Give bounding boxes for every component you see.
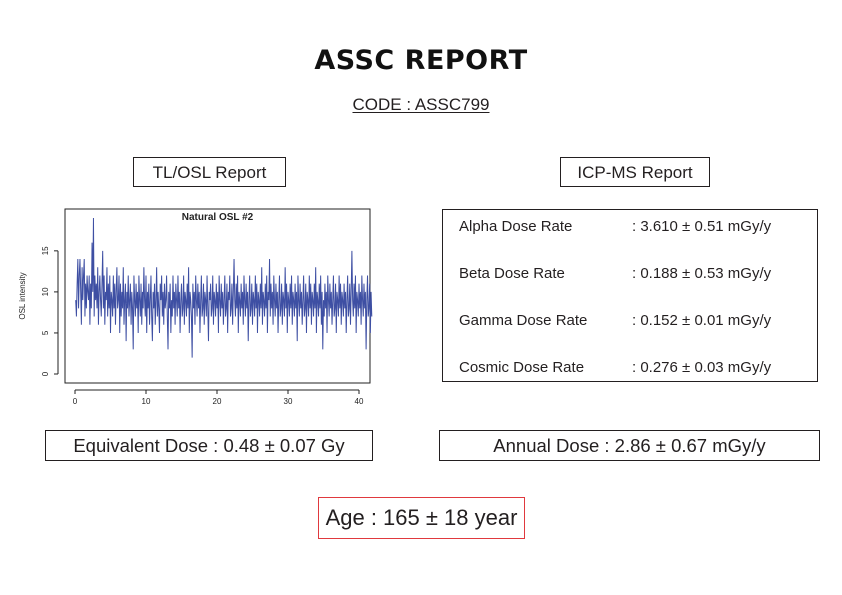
cosmic-dose-row: Cosmic Dose Rate : 0.276 ± 0.03 mGy/y — [443, 356, 817, 380]
y-tick-label: 15 — [41, 246, 50, 255]
osl-series-line — [75, 217, 373, 358]
beta-dose-row: Beta Dose Rate : 0.188 ± 0.53 mGy/y — [443, 262, 817, 286]
dose-rate-table: Alpha Dose Rate : 3.610 ± 0.51 mGy/y Bet… — [442, 209, 818, 382]
x-tick-label: 10 — [142, 397, 151, 406]
alpha-dose-row: Alpha Dose Rate : 3.610 ± 0.51 mGy/y — [443, 215, 817, 239]
y-tick-label: 10 — [41, 287, 50, 296]
equivalent-dose-box: Equivalent Dose : 0.48 ± 0.07 Gy — [45, 430, 373, 461]
gamma-dose-value: : 0.152 ± 0.01 mGy/y — [632, 312, 772, 329]
beta-dose-label: Beta Dose Rate — [459, 265, 565, 282]
gamma-dose-label: Gamma Dose Rate — [459, 312, 588, 329]
x-tick-label: 30 — [284, 397, 293, 406]
y-axis-label: OSL intensity — [18, 272, 27, 319]
annual-dose-box: Annual Dose : 2.86 ± 0.67 mGy/y — [439, 430, 820, 461]
x-tick-label: 0 — [73, 397, 78, 406]
alpha-dose-label: Alpha Dose Rate — [459, 218, 573, 235]
y-tick-label: 0 — [41, 371, 50, 376]
report-code: CODE : ASSC799 — [352, 95, 490, 114]
icp-ms-report-heading: ICP-MS Report — [560, 157, 710, 187]
cosmic-dose-label: Cosmic Dose Rate — [459, 359, 585, 376]
x-tick-label: 40 — [355, 397, 364, 406]
beta-dose-value: : 0.188 ± 0.53 mGy/y — [632, 265, 772, 282]
alpha-dose-value: : 3.610 ± 0.51 mGy/y — [632, 218, 772, 235]
chart-title: Natural OSL #2 — [182, 212, 254, 223]
y-tick-label: 5 — [41, 330, 50, 335]
osl-chart: Natural OSL #2 0 10 20 30 40 0 5 10 15 OSL intensi… — [18, 208, 373, 406]
report-title: ASSC REPORT — [314, 45, 528, 76]
cosmic-dose-value: : 0.276 ± 0.03 mGy/y — [632, 359, 772, 376]
x-tick-label: 20 — [213, 397, 222, 406]
tl-osl-report-heading: TL/OSL Report — [133, 157, 286, 187]
age-result-box: Age : 165 ± 18 year — [318, 497, 525, 539]
gamma-dose-row: Gamma Dose Rate : 0.152 ± 0.01 mGy/y — [443, 309, 817, 333]
